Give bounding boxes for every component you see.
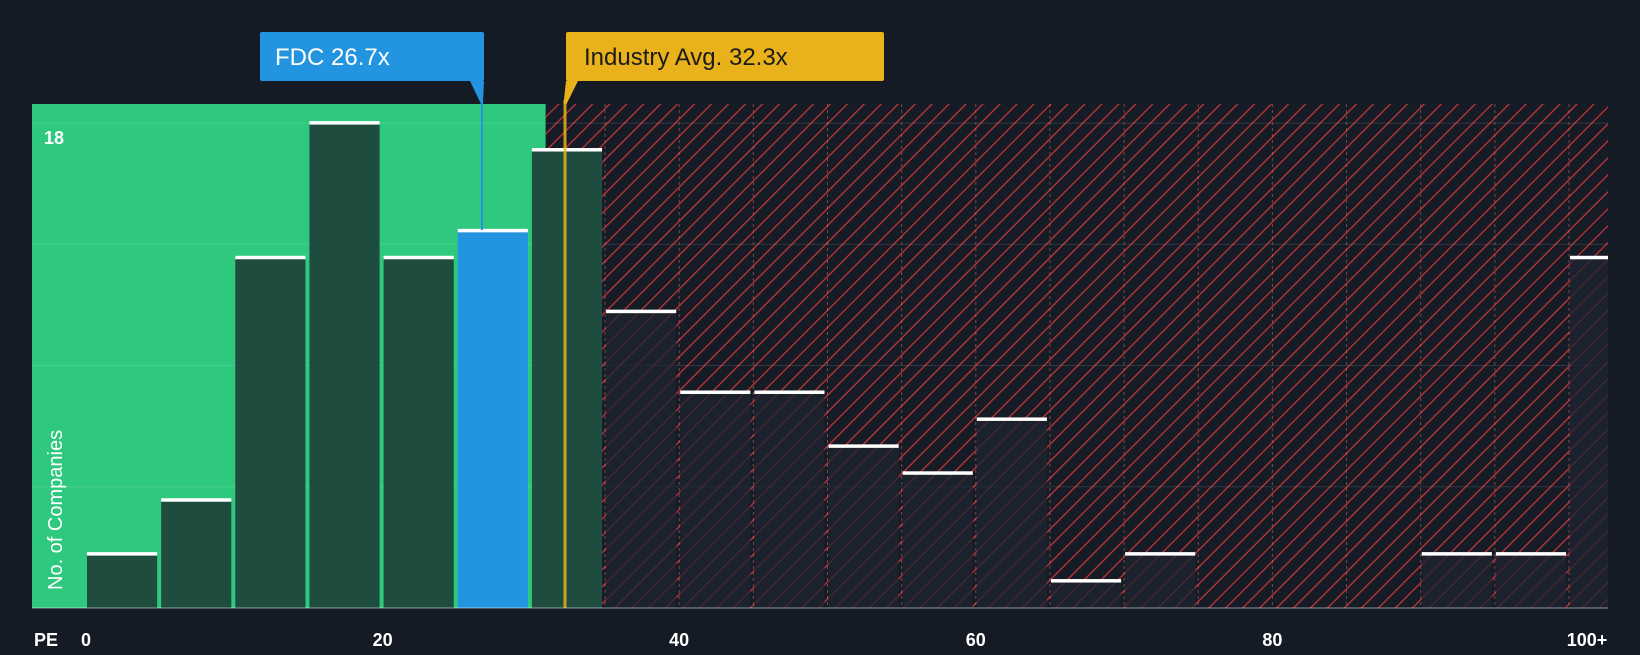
histogram-bars <box>87 121 1608 608</box>
bar <box>1570 257 1608 608</box>
bar-cap <box>828 444 899 448</box>
company-callout-pointer <box>470 81 484 104</box>
bar-cap <box>1125 552 1196 556</box>
x-tick-label: 80 <box>1262 630 1282 650</box>
bar <box>161 500 232 608</box>
bar <box>531 150 603 608</box>
bar-cap <box>235 255 306 260</box>
x-axis-label: PE <box>34 630 58 650</box>
x-tick-label: 100+ <box>1567 630 1608 650</box>
valuation-zones <box>32 104 1608 608</box>
bar <box>457 230 528 608</box>
bar <box>680 392 751 608</box>
bar <box>383 257 454 608</box>
x-tick-label: 20 <box>373 630 393 650</box>
bar <box>976 419 1047 608</box>
bar-cap <box>309 121 380 125</box>
value-markers: FDC 26.7x Industry Avg. 32.3x <box>260 32 884 608</box>
bar-cap <box>680 390 751 394</box>
company-callout-box <box>260 32 484 81</box>
company-callout-label: FDC 26.7x <box>275 44 390 71</box>
axes: 18 No. of Companies PE 0 20 40 60 80 100+ <box>32 128 1608 650</box>
bar-cap <box>457 228 528 233</box>
bar <box>754 392 825 608</box>
bar-cap <box>976 417 1047 421</box>
bar-cap <box>383 255 454 260</box>
bar-cap <box>754 390 825 394</box>
industry-callout-label: Industry Avg. 32.3x <box>584 44 788 71</box>
industry-avg-line <box>563 100 567 608</box>
bar <box>235 257 306 608</box>
bar <box>309 123 380 608</box>
bar <box>828 446 899 608</box>
bar-cap <box>1050 579 1122 583</box>
industry-callout-pointer <box>563 81 578 104</box>
bar <box>1495 554 1566 608</box>
x-tick-label: 40 <box>669 630 689 650</box>
bar-cap <box>161 498 232 502</box>
bar-cap <box>1495 552 1566 556</box>
bar-cap <box>87 552 158 556</box>
bar <box>1125 554 1196 608</box>
bar-cap <box>902 471 973 475</box>
bar-cap <box>606 309 677 314</box>
bar-cap <box>1421 552 1492 556</box>
bar-cap <box>531 148 603 152</box>
bar <box>606 311 677 608</box>
bar <box>1421 554 1492 608</box>
industry-callout-box <box>566 32 884 81</box>
bar <box>902 473 973 608</box>
company-line <box>480 100 483 230</box>
x-tick-label: 0 <box>81 630 91 650</box>
y-axis-label: No. of Companies <box>45 430 67 590</box>
y-tick-label: 18 <box>44 128 64 148</box>
bar <box>87 554 158 608</box>
bar-cap <box>1570 255 1608 260</box>
x-tick-label: 60 <box>966 630 986 650</box>
bar <box>1050 581 1122 608</box>
